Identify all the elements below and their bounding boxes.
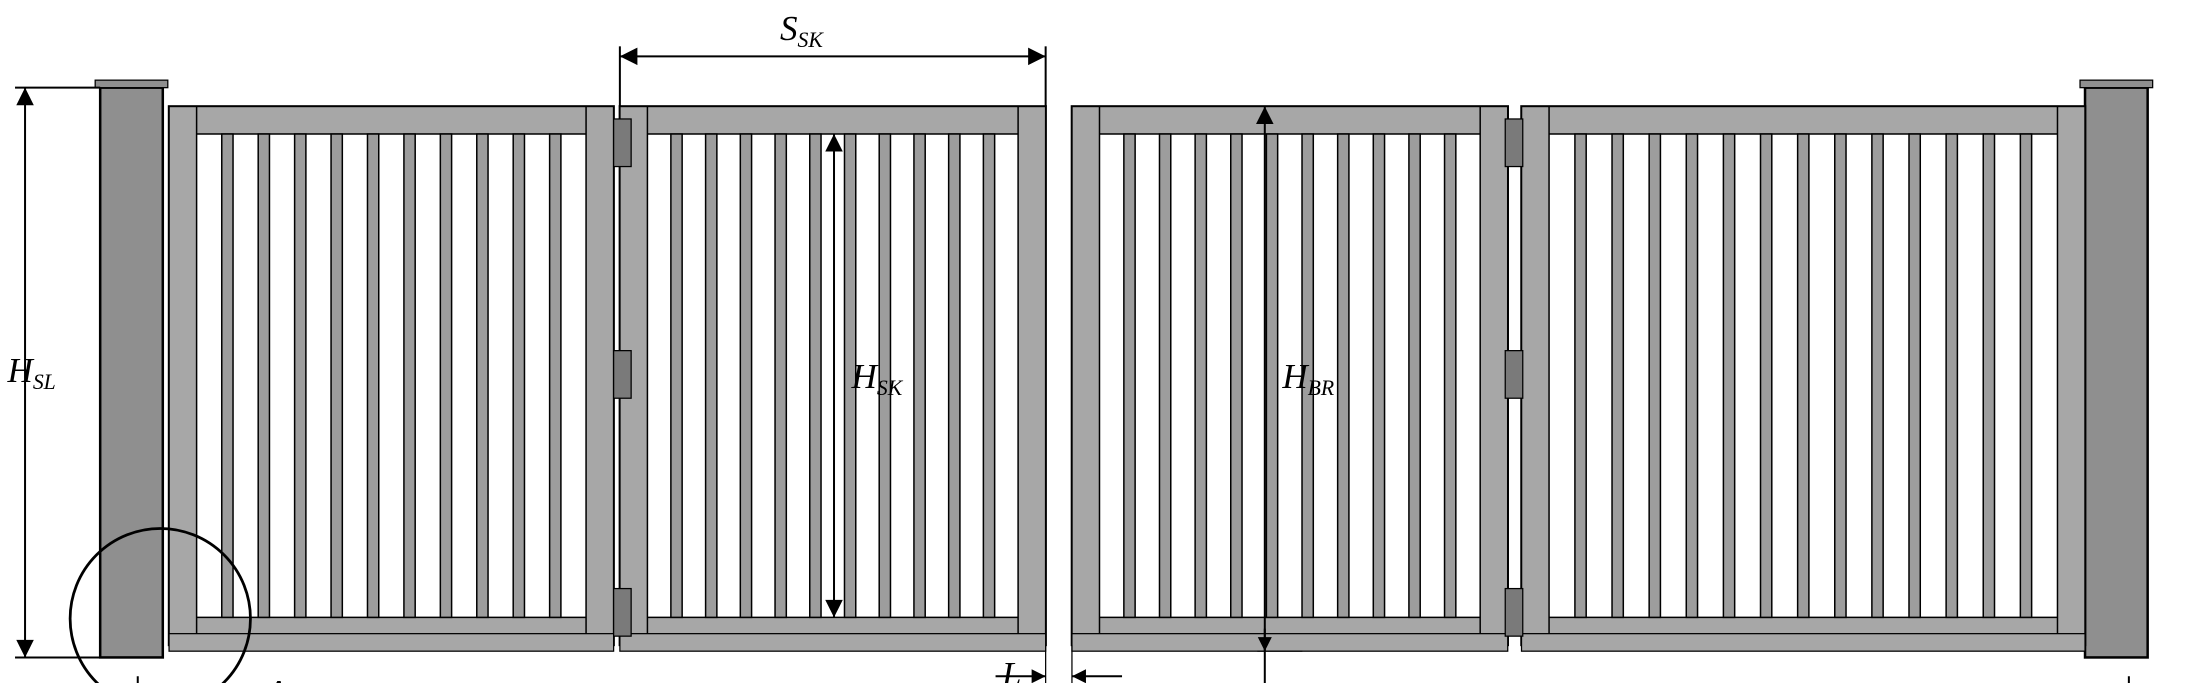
- gate-bar: [810, 134, 821, 617]
- gate-bar: [550, 134, 561, 617]
- gate-bar: [1798, 134, 1809, 617]
- gate-panel: [620, 106, 1046, 644]
- gate-bar: [1409, 134, 1420, 617]
- gate-bar: [1575, 134, 1586, 617]
- gate-bar: [1124, 134, 1135, 617]
- hinge: [614, 589, 632, 637]
- gate-bar: [706, 134, 717, 617]
- gate-panel: [169, 106, 614, 644]
- gate-bar: [1195, 134, 1206, 617]
- gate-bar: [222, 134, 233, 617]
- svg-text:SSK: SSK: [780, 9, 824, 52]
- gate-bar: [1373, 134, 1384, 617]
- gate-bar: [1338, 134, 1349, 617]
- hinge: [614, 351, 632, 399]
- svg-text:HSK: HSK: [851, 357, 904, 400]
- gate-bar: [2020, 134, 2031, 617]
- gate-bar: [1159, 134, 1170, 617]
- gate-bar: [775, 134, 786, 617]
- gate-bar: [1909, 134, 1920, 617]
- gate-bar: [671, 134, 682, 617]
- gate-bar: [1723, 134, 1734, 617]
- gate-bar: [1445, 134, 1456, 617]
- svg-text:P: P: [1301, 678, 1323, 683]
- gate-bar: [1612, 134, 1623, 617]
- hinge: [1505, 119, 1523, 167]
- gate-bar: [440, 134, 451, 617]
- gate-bar: [1686, 134, 1697, 617]
- svg-text:L: L: [1001, 655, 1022, 683]
- gate-bar: [295, 134, 306, 617]
- gate-bar: [331, 134, 342, 617]
- gate-bar: [1872, 134, 1883, 617]
- hinge: [1505, 351, 1523, 399]
- bottom-track: [1072, 634, 1508, 652]
- bottom-track: [1522, 634, 2086, 652]
- post-left: [100, 88, 163, 658]
- gate-panel: [1522, 106, 2086, 644]
- bottom-track: [620, 634, 1046, 652]
- hinge: [614, 119, 632, 167]
- gate-bar: [367, 134, 378, 617]
- gate-bar: [1649, 134, 1660, 617]
- gate-bar: [914, 134, 925, 617]
- gate-bar: [1835, 134, 1846, 617]
- bottom-track: [169, 634, 614, 652]
- gate-bar: [477, 134, 488, 617]
- gate-bar: [1761, 134, 1772, 617]
- gate-bar: [1231, 134, 1242, 617]
- gate-bar: [404, 134, 415, 617]
- gate-bar: [258, 134, 269, 617]
- gate-bar: [1266, 134, 1277, 617]
- gate-bar: [1983, 134, 1994, 617]
- detail-label: A: [263, 673, 287, 683]
- gate-bar: [740, 134, 751, 617]
- hinge: [1505, 589, 1523, 637]
- post-right: [2085, 88, 2148, 658]
- svg-text:HSL: HSL: [7, 351, 56, 394]
- gate-bar: [949, 134, 960, 617]
- gate-bar: [513, 134, 524, 617]
- gate-bar: [1946, 134, 1957, 617]
- gate-bar: [983, 134, 994, 617]
- gate-technical-drawing: AHSLSSKHSKHBRSBLP: [7, 9, 2153, 683]
